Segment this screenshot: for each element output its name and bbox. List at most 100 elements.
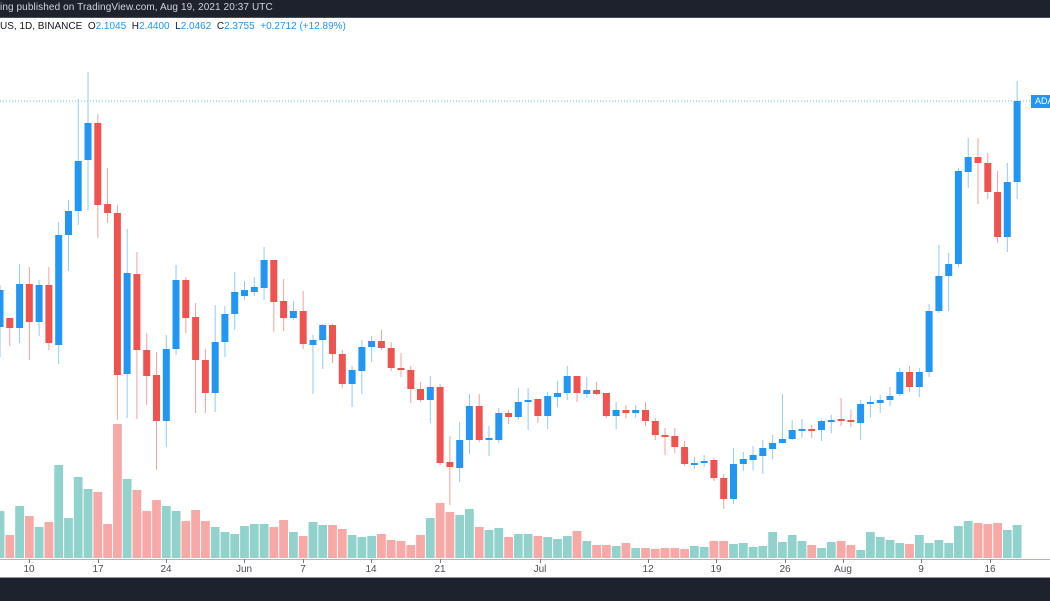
candle[interactable] bbox=[192, 303, 200, 413]
candle[interactable] bbox=[827, 415, 835, 433]
candle[interactable] bbox=[612, 402, 620, 429]
candle[interactable] bbox=[994, 171, 1002, 243]
candle[interactable] bbox=[593, 382, 601, 395]
candle[interactable] bbox=[201, 349, 209, 413]
candle[interactable] bbox=[906, 366, 913, 392]
candle[interactable] bbox=[348, 366, 356, 407]
candle[interactable] bbox=[485, 426, 493, 456]
candle[interactable] bbox=[925, 304, 933, 377]
candle[interactable] bbox=[113, 205, 121, 420]
candle[interactable] bbox=[954, 168, 962, 267]
candle[interactable] bbox=[798, 419, 806, 438]
candle[interactable] bbox=[270, 260, 278, 332]
candle[interactable] bbox=[778, 394, 786, 443]
candle[interactable] bbox=[260, 247, 268, 300]
candle[interactable] bbox=[35, 280, 43, 336]
candle[interactable] bbox=[133, 252, 141, 419]
candle[interactable] bbox=[162, 335, 170, 447]
candle[interactable] bbox=[231, 272, 239, 330]
candle[interactable] bbox=[417, 382, 424, 402]
candle[interactable] bbox=[935, 245, 943, 313]
candle[interactable] bbox=[896, 368, 904, 396]
candle[interactable] bbox=[153, 352, 160, 470]
candle[interactable] bbox=[730, 448, 737, 504]
candle[interactable] bbox=[475, 394, 483, 442]
candle[interactable] bbox=[544, 392, 552, 429]
candle[interactable] bbox=[505, 410, 513, 424]
candle[interactable] bbox=[945, 253, 953, 311]
candle[interactable] bbox=[309, 335, 317, 394]
candle[interactable] bbox=[573, 376, 581, 402]
candle[interactable] bbox=[407, 366, 415, 403]
candle[interactable] bbox=[514, 388, 522, 420]
candle[interactable] bbox=[84, 72, 92, 210]
candle[interactable] bbox=[387, 342, 395, 371]
candle[interactable] bbox=[622, 405, 630, 418]
candle[interactable] bbox=[524, 388, 532, 430]
candle[interactable] bbox=[16, 264, 24, 343]
candle[interactable] bbox=[1003, 163, 1011, 252]
candle[interactable] bbox=[915, 368, 923, 397]
candle[interactable] bbox=[563, 366, 571, 400]
candle[interactable] bbox=[211, 305, 219, 412]
candle[interactable] bbox=[984, 153, 992, 199]
candle[interactable] bbox=[104, 168, 112, 223]
candle[interactable] bbox=[172, 265, 180, 355]
candle[interactable] bbox=[182, 277, 190, 333]
candle[interactable] bbox=[818, 420, 825, 441]
candle[interactable] bbox=[642, 402, 649, 426]
candle[interactable] bbox=[377, 330, 385, 350]
candle[interactable] bbox=[436, 384, 444, 465]
candle[interactable] bbox=[700, 455, 708, 467]
candle[interactable] bbox=[671, 428, 679, 453]
candle[interactable] bbox=[446, 436, 454, 505]
candle[interactable] bbox=[299, 291, 307, 349]
candle[interactable] bbox=[681, 441, 689, 466]
candle[interactable] bbox=[123, 229, 131, 418]
candle[interactable] bbox=[338, 350, 346, 388]
candle[interactable] bbox=[661, 428, 669, 455]
candle[interactable] bbox=[749, 446, 757, 470]
candle[interactable] bbox=[710, 458, 718, 481]
candle[interactable] bbox=[495, 408, 503, 443]
candle[interactable] bbox=[368, 336, 376, 362]
candle[interactable] bbox=[465, 394, 473, 454]
candle[interactable] bbox=[74, 99, 82, 225]
candle[interactable] bbox=[250, 277, 258, 296]
time-axis[interactable]: 10 17 24 Jun 7 14 21 Jul 12 19 26 Aug 9 16 bbox=[0, 559, 1050, 578]
candle[interactable] bbox=[690, 457, 698, 469]
candle[interactable] bbox=[788, 420, 796, 440]
candle[interactable] bbox=[1013, 81, 1021, 199]
candle[interactable] bbox=[25, 267, 33, 360]
candle[interactable] bbox=[534, 399, 542, 423]
candle[interactable] bbox=[319, 324, 327, 369]
candle[interactable] bbox=[808, 425, 816, 438]
candle[interactable] bbox=[759, 440, 767, 474]
candle[interactable] bbox=[289, 301, 297, 320]
candle[interactable] bbox=[280, 279, 288, 331]
candle[interactable] bbox=[358, 340, 366, 394]
candle[interactable] bbox=[329, 324, 336, 363]
candlestick-chart[interactable] bbox=[0, 0, 1050, 560]
candle[interactable] bbox=[857, 400, 865, 440]
candle[interactable] bbox=[94, 114, 102, 238]
candle[interactable] bbox=[769, 435, 777, 459]
candle[interactable] bbox=[739, 452, 747, 471]
candle[interactable] bbox=[221, 306, 229, 357]
candle[interactable] bbox=[55, 222, 63, 364]
candle[interactable] bbox=[6, 318, 14, 346]
candle[interactable] bbox=[397, 353, 405, 377]
candle[interactable] bbox=[456, 422, 464, 482]
candle[interactable] bbox=[651, 418, 659, 440]
candle[interactable] bbox=[720, 474, 728, 509]
candle[interactable] bbox=[241, 281, 248, 300]
candle[interactable] bbox=[602, 393, 610, 418]
candle[interactable] bbox=[554, 381, 561, 407]
candle[interactable] bbox=[964, 138, 972, 188]
candle[interactable] bbox=[65, 200, 72, 271]
candle[interactable] bbox=[45, 267, 53, 350]
candle[interactable] bbox=[837, 398, 845, 426]
candle[interactable] bbox=[632, 405, 640, 418]
candle[interactable] bbox=[974, 138, 982, 204]
candle[interactable] bbox=[866, 396, 874, 418]
